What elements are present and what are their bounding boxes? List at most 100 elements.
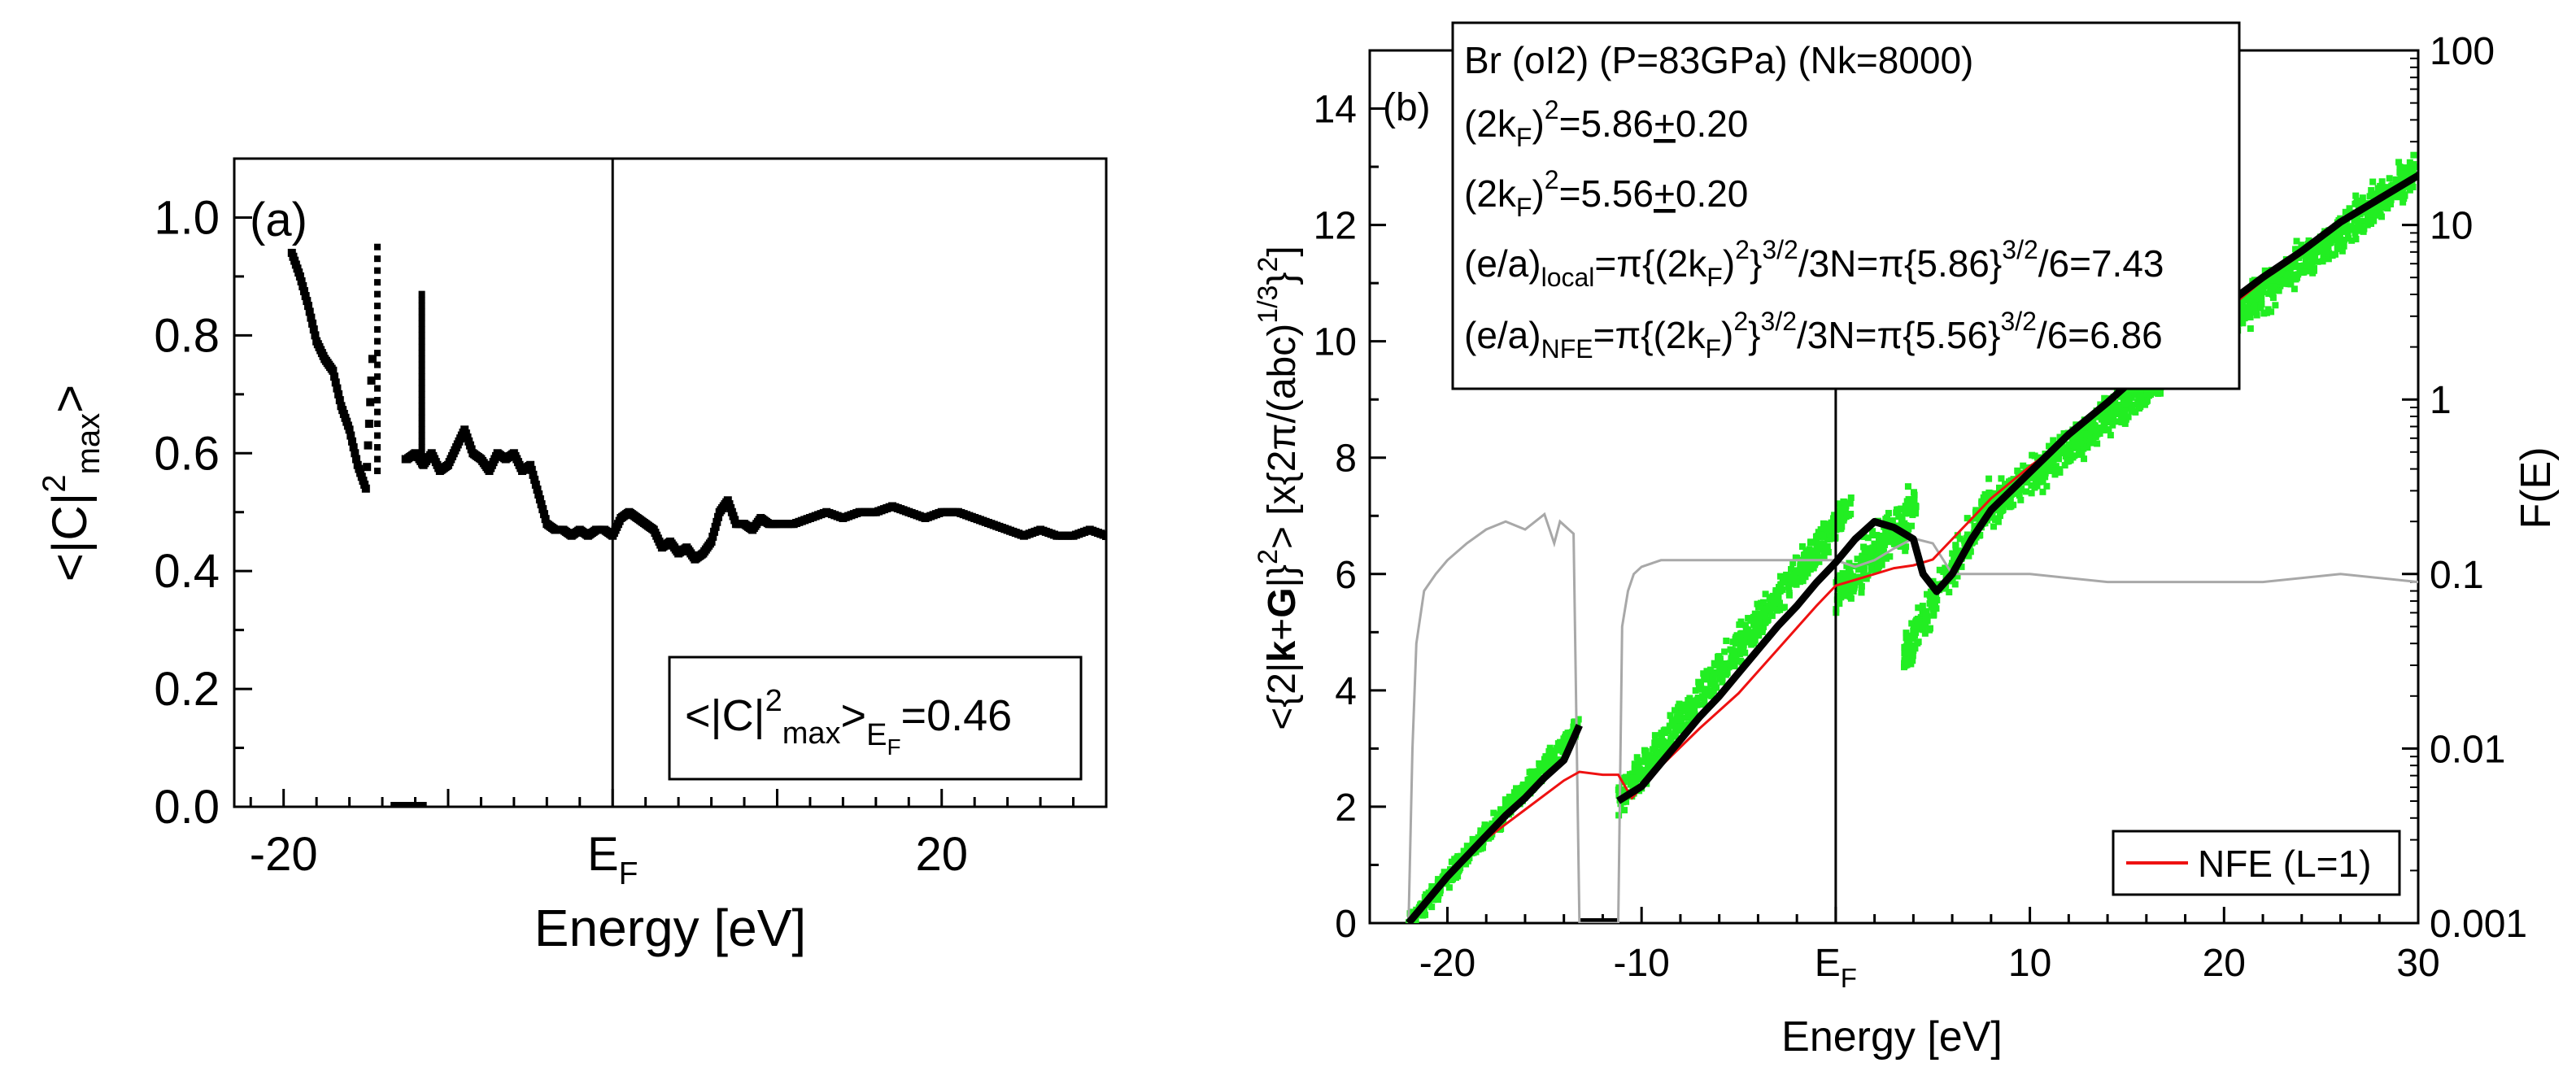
scatter-point-b: [1910, 623, 1917, 630]
scatter-point-b: [1716, 657, 1724, 664]
data-point-a: [329, 366, 338, 375]
scatter-point-b: [1721, 648, 1728, 656]
data-point-a-spike: [373, 408, 381, 416]
scatter-point-b: [1703, 668, 1711, 675]
scatter-point-b: [1798, 570, 1805, 577]
data-point-a-spike: [418, 426, 425, 433]
data-point-a: [366, 398, 375, 407]
scatter-point-b: [2073, 430, 2081, 438]
scatter-point-b: [2050, 440, 2057, 447]
scatter-point-b: [1693, 696, 1701, 703]
scatter-point-b: [1756, 614, 1763, 621]
scatter-point-b: [1922, 615, 1929, 622]
scatter-point-b: [1747, 634, 1754, 642]
scatter-point-b: [1768, 612, 1776, 620]
scatter-point-b: [1693, 700, 1701, 708]
scatter-point-b: [1922, 610, 1929, 617]
scatter-point-b: [1833, 512, 1841, 519]
scatter-point-b: [2129, 401, 2137, 408]
scatter-point-b: [2364, 221, 2371, 229]
data-point-a: [707, 537, 716, 546]
scatter-point-b: [2042, 473, 2049, 481]
scatter-point-b: [1781, 603, 1788, 611]
scatter-point-b: [2069, 454, 2077, 461]
scatter-point-b: [2051, 471, 2059, 478]
y-tick-label-a: 0.8: [154, 309, 220, 362]
scatter-point-b: [1909, 657, 1916, 664]
scatter-point-b: [1929, 597, 1937, 604]
scatter-point-b: [2055, 448, 2063, 455]
data-point-a: [309, 325, 318, 334]
scatter-point-b: [2051, 455, 2059, 462]
legend-b: NFE (L=1): [2112, 830, 2401, 896]
scatter-point-b: [1571, 718, 1579, 725]
scatter-point-b: [2302, 252, 2309, 259]
scatter-point-b: [1743, 633, 1750, 640]
scatter-point-b: [1940, 568, 1947, 576]
data-point-a-spike: [373, 290, 381, 298]
scatter-point-b: [1927, 588, 1934, 595]
scatter-point-b: [2369, 178, 2377, 185]
panel-label-a: (a): [250, 194, 307, 246]
scatter-point-b: [2241, 308, 2248, 316]
scatter-point-b: [2290, 263, 2297, 270]
y-axis-title-a: <|C|2max>: [37, 385, 107, 582]
scatter-point-b: [2408, 182, 2415, 189]
data-point-a: [295, 272, 304, 281]
scatter-point-b: [1860, 565, 1868, 573]
scatter-point-b: [1789, 560, 1797, 567]
scatter-point-b: [1630, 774, 1637, 782]
data-point-a: [537, 500, 546, 509]
scatter-point-b: [2269, 277, 2277, 284]
scatter-point-b: [1731, 663, 1738, 670]
scatter-point-b: [1972, 509, 1979, 516]
scatter-point-b: [1876, 542, 1884, 550]
data-point-a: [364, 441, 373, 450]
scatter-point-b: [2352, 235, 2360, 242]
scatter-point-b: [1994, 495, 2001, 503]
scatter-point-b: [2038, 468, 2046, 476]
scatter-point-b: [2344, 235, 2352, 242]
scatter-point-b: [1695, 683, 1702, 690]
scatter-point-b: [1698, 693, 1706, 700]
scatter-point-b: [2318, 247, 2325, 255]
scatter-point-b: [2277, 277, 2285, 285]
scatter-point-b: [2331, 250, 2338, 258]
data-point-a: [541, 515, 550, 524]
scatter-point-b: [1956, 535, 1964, 542]
scatter-point-b: [1628, 778, 1636, 785]
scatter-point-b: [2286, 269, 2294, 277]
data-point-a: [368, 355, 377, 364]
scatter-point-b: [2291, 257, 2299, 264]
scatter-point-b: [1901, 650, 1908, 657]
y2-tick-label-b: 0.001: [2430, 903, 2527, 946]
scatter-point-b: [2257, 304, 2264, 311]
scatter-point-b: [1750, 631, 1757, 638]
scatter-point-b: [2043, 465, 2051, 473]
scatter-point-b: [1701, 697, 1708, 704]
data-layer-a: [287, 159, 1106, 807]
scatter-point-b: [1914, 625, 1921, 633]
data-point-a: [347, 437, 356, 446]
scatter-point-b: [1942, 564, 1950, 572]
scatter-point-b: [1776, 599, 1784, 607]
scatter-point-b: [1635, 764, 1642, 771]
scatter-point-b: [1650, 746, 1657, 753]
scatter-point-b: [2410, 151, 2417, 159]
scatter-point-b: [1824, 525, 1832, 533]
scatter-point-b: [2385, 184, 2392, 191]
scatter-point-b: [2258, 294, 2265, 302]
scatter-point-b: [1861, 547, 1868, 555]
scatter-point-b: [2107, 432, 2114, 439]
scatter-point-b: [2375, 208, 2382, 216]
scatter-point-b: [1645, 751, 1652, 759]
scatter-point-b: [1842, 571, 1850, 578]
scatter-point-b: [2284, 278, 2291, 285]
scatter-point-b: [1506, 793, 1513, 800]
data-point-a: [334, 390, 343, 399]
scatter-point-b: [2410, 163, 2417, 171]
scatter-point-b: [2068, 433, 2076, 441]
scatter-point-b: [2121, 400, 2129, 407]
data-point-a: [304, 302, 313, 311]
scatter-point-b: [2325, 255, 2332, 263]
